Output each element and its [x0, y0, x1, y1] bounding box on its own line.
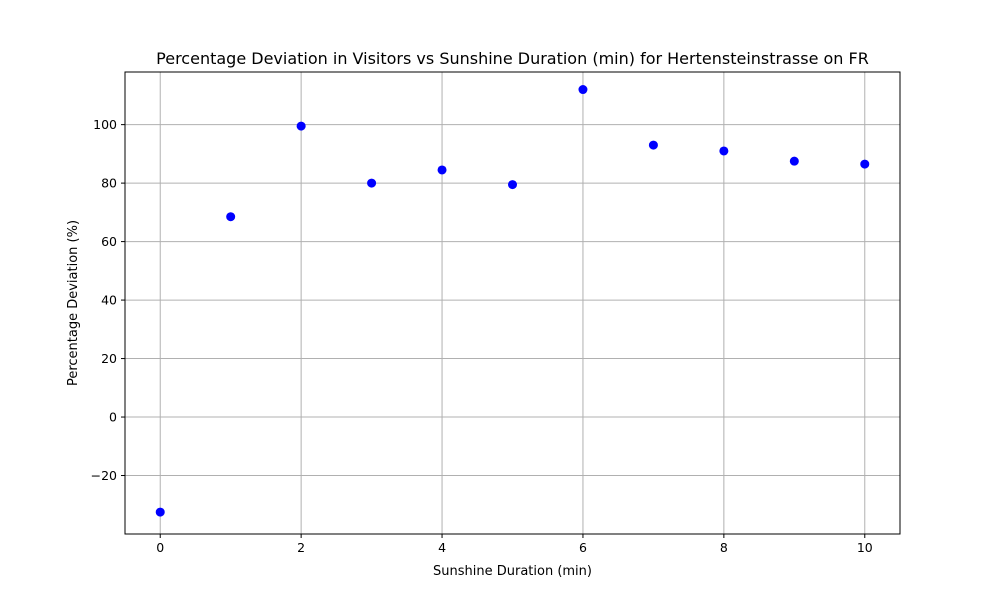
data-point: [296, 121, 306, 131]
y-tick-label: 100: [93, 117, 117, 132]
data-point: [860, 159, 870, 169]
y-tick-label: 0: [109, 410, 117, 425]
data-point: [155, 507, 165, 517]
grid: [125, 72, 900, 534]
y-tick-label: −20: [91, 468, 117, 483]
data-point: [719, 146, 729, 156]
x-tick-label: 4: [438, 540, 446, 555]
data-point: [367, 178, 377, 188]
data-point: [508, 180, 517, 190]
x-tick-label: 6: [579, 540, 587, 555]
x-tick-label: 0: [156, 540, 164, 555]
x-tick-label: 10: [857, 540, 873, 555]
y-axis-label: Percentage Deviation (%): [66, 220, 81, 386]
data-points: [155, 85, 870, 517]
axis-ticks: 0 2 4 6 8 10 −20 0 20 40 60 80 100: [91, 117, 873, 555]
y-tick-label: 60: [101, 234, 117, 249]
chart-title: Percentage Deviation in Visitors vs Suns…: [156, 49, 869, 68]
y-tick-label: 80: [101, 176, 117, 191]
data-point: [226, 212, 236, 222]
plot-area-frame: [124, 71, 901, 535]
x-tick-label: 8: [720, 540, 728, 555]
x-axis-label: Sunshine Duration (min): [433, 564, 592, 579]
data-point: [648, 140, 658, 150]
y-tick-label: 20: [101, 351, 117, 366]
data-point: [437, 165, 447, 175]
data-point: [578, 85, 588, 95]
data-point: [789, 156, 799, 166]
y-tick-label: 40: [101, 293, 117, 308]
x-tick-label: 2: [297, 540, 305, 555]
